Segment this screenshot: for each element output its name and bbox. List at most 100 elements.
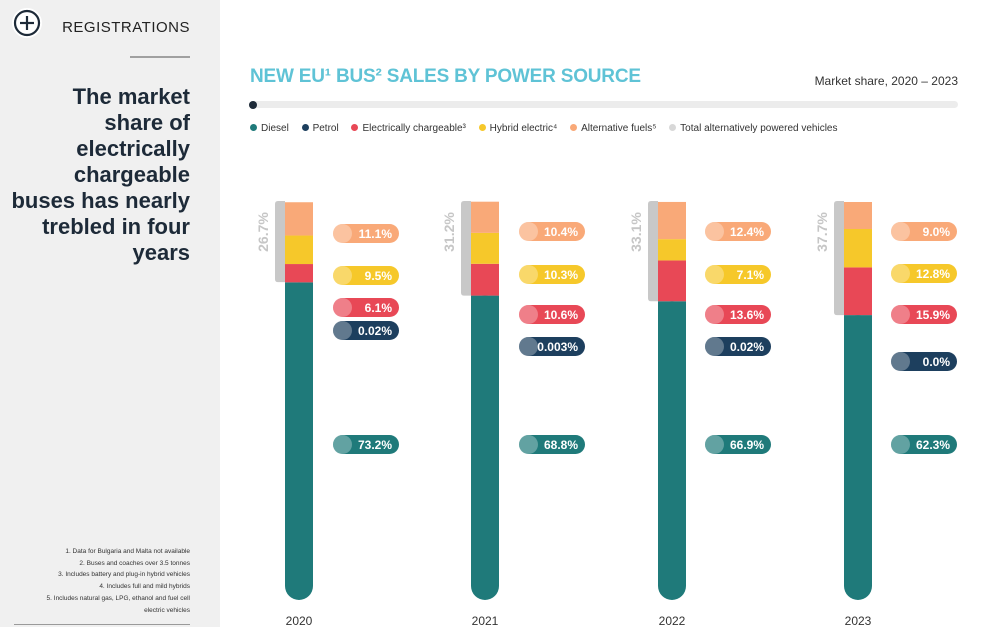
legend-item-total: Total alternatively powered vehicles — [669, 123, 837, 134]
legend-label: Electrically chargeable³ — [362, 123, 466, 134]
value-label: 15.9% — [916, 308, 950, 322]
legend: Diesel Petrol Electrically chargeable³ H… — [250, 123, 847, 134]
progress-indicator — [249, 101, 257, 109]
value-label: 0.0% — [923, 355, 951, 369]
legend-swatch — [250, 124, 257, 131]
value-pill-dot — [891, 305, 910, 324]
value-label: 12.8% — [916, 267, 950, 281]
value-pill-diesel: 66.9% — [705, 435, 771, 454]
year-label: 2020 — [286, 614, 313, 627]
footnote: electric vehicles — [144, 606, 190, 614]
footnote: 3. Includes battery and plug-in hybrid v… — [58, 571, 190, 579]
value-pill-hybrid-electric: 9.5% — [333, 266, 399, 285]
sidebar: REGISTRATIONS The market share of electr… — [0, 0, 220, 627]
value-pill-petrol: 0.02% — [705, 337, 771, 356]
legend-label: Total alternatively powered vehicles — [680, 123, 838, 134]
value-label: 9.5% — [365, 269, 393, 283]
value-pill-body — [333, 321, 399, 340]
value-pill-petrol: 0.0% — [891, 352, 957, 371]
value-pill-dot — [891, 352, 910, 371]
value-pill-dot — [519, 305, 538, 324]
plus-circle-icon[interactable] — [12, 8, 42, 38]
total-bracket — [648, 201, 658, 302]
value-label: 10.6% — [544, 308, 578, 322]
value-label: 0.003% — [537, 340, 578, 354]
bar-segment-hybrid-electric — [844, 229, 872, 268]
total-label: 31.2% — [441, 212, 457, 252]
value-pill-body — [891, 222, 957, 241]
year-label: 2023 — [845, 614, 872, 627]
value-pill-body — [891, 352, 957, 371]
value-pill-dot — [519, 222, 538, 241]
value-pill-dot — [705, 337, 724, 356]
value-pill-hybrid-electric: 12.8% — [891, 264, 957, 283]
value-label: 11.1% — [359, 227, 393, 241]
footnote-divider — [14, 624, 190, 625]
value-label: 10.3% — [544, 268, 578, 282]
bar-segment-electrically-chargeable — [471, 263, 499, 296]
bar-segment-electrically-chargeable — [658, 260, 686, 302]
bar-segment-electrically-chargeable — [285, 264, 313, 283]
year-label: 2021 — [472, 614, 499, 627]
value-pill-body — [333, 298, 399, 317]
year-label: 2022 — [659, 614, 686, 627]
bar-segment-hybrid-electric — [285, 235, 313, 265]
legend-item-hybrid: Hybrid electric⁴ — [478, 123, 558, 134]
legend-swatch — [351, 124, 359, 131]
value-label: 9.0% — [923, 225, 951, 239]
value-pill-body — [519, 435, 585, 454]
value-label: 0.02% — [730, 340, 764, 354]
legend-label: Diesel — [261, 123, 289, 134]
bar-segment-hybrid-electric — [471, 232, 499, 264]
value-pill-dot — [519, 435, 538, 454]
value-pill-dot — [519, 337, 538, 356]
chart-subtitle: Market share, 2020 – 2023 — [814, 74, 958, 88]
value-pill-alternative-fuels: 11.1% — [333, 224, 399, 243]
total-bracket — [275, 201, 285, 283]
value-label: 10.4% — [544, 225, 578, 239]
total-label: 26.7% — [255, 212, 271, 252]
bar-segment-diesel — [658, 301, 686, 502]
value-pill-body — [705, 305, 771, 324]
value-pill-electrically-chargeable: 13.6% — [705, 305, 771, 324]
value-label: 6.1% — [365, 301, 393, 315]
legend-item-alternative: Alternative fuels⁵ — [570, 123, 656, 134]
value-pill-dot — [705, 305, 724, 324]
value-pill-electrically-chargeable: 10.6% — [519, 305, 585, 324]
value-pill-alternative-fuels: 12.4% — [705, 222, 771, 241]
value-label: 73.2% — [358, 438, 392, 452]
legend-label: Hybrid electric⁴ — [489, 123, 558, 134]
value-pill-dot — [333, 321, 352, 340]
value-label: 62.3% — [916, 438, 950, 452]
value-label: 12.4% — [730, 225, 764, 239]
bar-segment-diesel — [285, 282, 313, 502]
legend-item-electric: Electrically chargeable³ — [351, 123, 466, 134]
value-pill-body — [705, 337, 771, 356]
legend-swatch — [478, 124, 486, 131]
total-label: 33.1% — [628, 212, 644, 252]
value-pill-hybrid-electric: 7.1% — [705, 265, 771, 284]
bar-segment-alternative-fuels — [471, 201, 499, 233]
total-bracket — [461, 201, 471, 296]
value-pill-body — [705, 222, 771, 241]
value-pill-body — [519, 222, 585, 241]
value-pill-dot — [891, 222, 910, 241]
value-label: 7.1% — [737, 268, 765, 282]
value-pill-body — [891, 435, 957, 454]
value-pill-diesel: 62.3% — [891, 435, 957, 454]
value-pill-body — [333, 224, 399, 243]
legend-label: Alternative fuels⁵ — [581, 123, 657, 134]
value-pill-diesel: 73.2% — [333, 435, 399, 454]
value-pill-alternative-fuels: 9.0% — [891, 222, 957, 241]
value-pill-dot — [891, 264, 910, 283]
footnote: 5. Includes natural gas, LPG, ethanol an… — [46, 594, 190, 602]
value-pill-body — [705, 435, 771, 454]
value-pill-dot — [891, 435, 910, 454]
section-divider — [130, 56, 190, 58]
legend-swatch — [301, 124, 309, 131]
value-pill-dot — [519, 265, 538, 284]
legend-swatch — [570, 124, 578, 131]
value-pill-dot — [705, 222, 724, 241]
value-pill-body — [891, 264, 957, 283]
headline: The market share of electrically chargea… — [11, 84, 190, 265]
